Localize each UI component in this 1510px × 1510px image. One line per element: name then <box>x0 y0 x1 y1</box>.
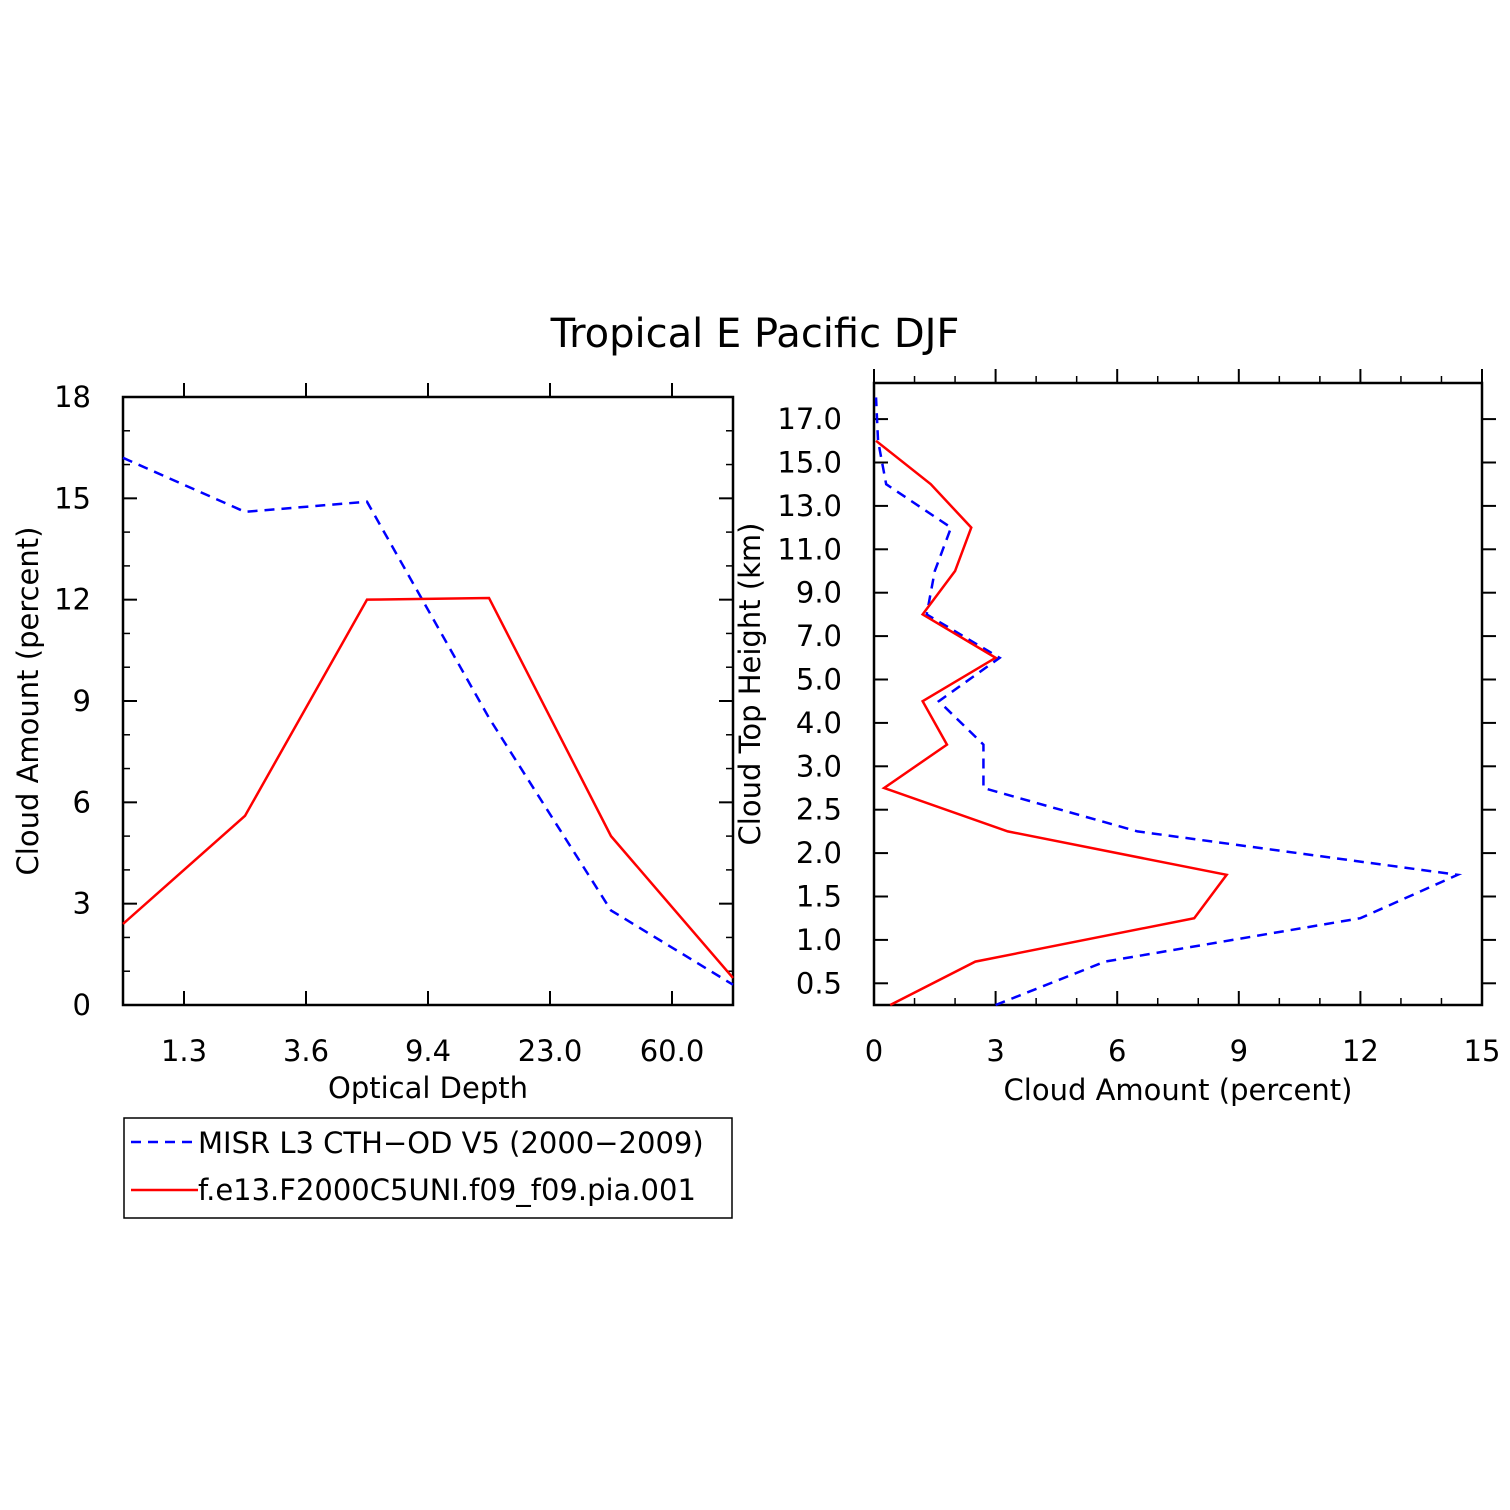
right-ytick-label: 1.0 <box>796 923 842 957</box>
right-xtick-label: 0 <box>865 1034 883 1068</box>
left-ytick-label: 9 <box>73 684 91 718</box>
right-xtick-label: 3 <box>986 1034 1004 1068</box>
legend-label-obs: MISR L3 CTH−OD V5 (2000−2009) <box>198 1126 704 1160</box>
left-plot-frame <box>121 395 735 1007</box>
left-ytick-label: 6 <box>73 785 91 819</box>
right-series-model-line <box>875 439 1229 1007</box>
right-ytick-label: 2.0 <box>796 836 842 870</box>
right-ytick-label: 13.0 <box>777 489 842 523</box>
left-xtick-label: 23.0 <box>518 1034 583 1068</box>
left-series-model-line <box>122 596 734 979</box>
right-ytick-label: 7.0 <box>796 619 842 653</box>
right-series-obs-line <box>874 397 1463 1007</box>
right-ytick-label: 15.0 <box>777 446 842 480</box>
right-x-axis-label: Cloud Amount (percent) <box>1004 1073 1353 1107</box>
left-ytick-label: 0 <box>73 988 91 1022</box>
left-ytick-label: 3 <box>73 887 91 921</box>
right-ytick-label: 11.0 <box>777 532 842 566</box>
right-xtick-label: 9 <box>1230 1034 1248 1068</box>
chart-title: Tropical E Pacific DJF <box>550 311 960 357</box>
cloud-top-height-panel: 0 3 6 9 12 15 0.5 1.0 1.5 2.0 2.5 3.0 4.0 5.0 7.0 9.0 11… <box>733 369 1500 1107</box>
left-xtick-label: 9.4 <box>405 1034 451 1068</box>
left-series-obs-line <box>122 456 734 986</box>
right-ytick-label: 2.5 <box>796 793 842 827</box>
right-plot-frame <box>872 381 1484 1007</box>
legend: MISR L3 CTH−OD V5 (2000−2009) f.e13.F200… <box>123 1117 733 1219</box>
left-ytick-label: 18 <box>54 380 91 414</box>
left-ytick-label: 12 <box>54 583 91 617</box>
right-y-axis-label: Cloud Top Height (km) <box>733 523 767 846</box>
right-xtick-label: 15 <box>1464 1034 1501 1068</box>
right-ytick-label: 1.5 <box>796 880 842 914</box>
legend-label-model: f.e13.F2000C5UNI.f09_f09.pia.001 <box>198 1173 696 1207</box>
optical-depth-panel: 0 3 6 9 12 15 18 1.3 3.6 9.4 23.0 60.0 Optical Depth… <box>11 380 735 1105</box>
left-ytick-label: 15 <box>54 481 91 515</box>
right-xtick-label: 6 <box>1108 1034 1126 1068</box>
legend-box <box>123 1117 733 1219</box>
left-xtick-label: 60.0 <box>640 1034 705 1068</box>
left-xtick-label: 1.3 <box>161 1034 207 1068</box>
right-ytick-label: 5.0 <box>796 663 842 697</box>
right-ytick-label: 9.0 <box>796 576 842 610</box>
right-ytick-label: 0.5 <box>796 966 842 1000</box>
left-xtick-label: 3.6 <box>283 1034 329 1068</box>
left-x-axis-label: Optical Depth <box>328 1071 528 1105</box>
right-xtick-label: 12 <box>1342 1034 1379 1068</box>
left-y-axis-label: Cloud Amount (percent) <box>11 527 45 876</box>
right-ytick-label: 4.0 <box>796 706 842 740</box>
right-ytick-label: 3.0 <box>796 749 842 783</box>
right-ytick-label: 17.0 <box>777 402 842 436</box>
